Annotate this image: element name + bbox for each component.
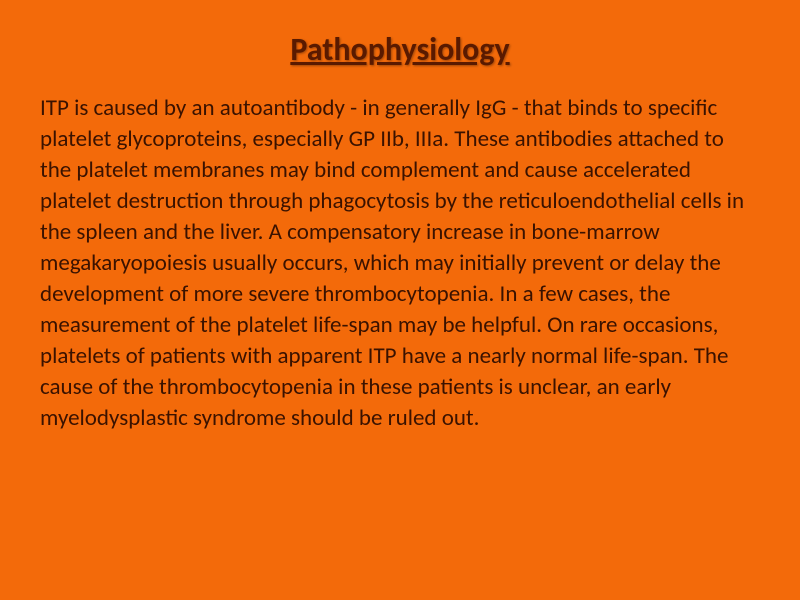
slide-title: Pathophysiology xyxy=(40,30,760,69)
slide: Pathophysiology ITP is caused by an auto… xyxy=(0,0,800,600)
slide-body-text: ITP is caused by an autoantibody - in ge… xyxy=(40,93,760,435)
